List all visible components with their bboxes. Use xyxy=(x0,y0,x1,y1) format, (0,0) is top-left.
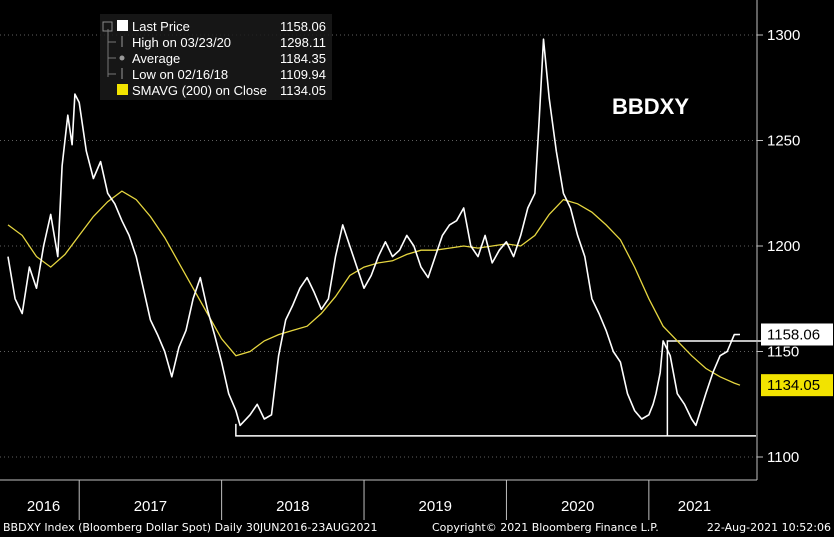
filled-square-icon xyxy=(117,20,128,31)
legend-value-2: 1184.35 xyxy=(280,51,326,66)
y-axis-ticks: 1100 1150 1200 1250 1300 xyxy=(757,27,800,466)
legend-value-1: 1298.11 xyxy=(280,35,326,50)
sma-badge: 1134.05 xyxy=(761,374,833,397)
average-marker-icon xyxy=(119,55,125,61)
y-tick-label-1150: 1150 xyxy=(767,344,799,361)
legend-item-3: Low on 02/16/18 1109.94 xyxy=(107,61,326,82)
x-tick-label-2021: 2021 xyxy=(678,498,711,515)
last-price-badge: 1158.06 xyxy=(761,323,833,346)
legend-label-2: Average xyxy=(132,51,180,66)
x-tick-label-2016: 2016 xyxy=(27,498,60,515)
y-tick-label-1100: 1100 xyxy=(767,449,799,466)
legend-item-2: Average 1184.35 xyxy=(107,45,326,66)
legend-label-3: Low on 02/16/18 xyxy=(132,67,228,82)
legend-label-0: Last Price xyxy=(132,19,190,34)
legend-label-4: SMAVG (200) on Close xyxy=(132,83,267,98)
legend: Last Price 1158.06 High on 03/23/20 1298.11… xyxy=(100,14,332,100)
legend-label-1: High on 03/23/20 xyxy=(132,35,231,50)
legend-item-4: SMAVG (200) on Close 1134.05 xyxy=(117,83,326,98)
footer-center: Copyright© 2021 Bloomberg Finance L.P. xyxy=(432,521,659,534)
last-price-badge-label: 1158.06 xyxy=(767,326,820,343)
legend-background xyxy=(100,14,332,100)
x-axis-labels: 2016 2017 2018 2019 2020 2021 xyxy=(27,498,711,515)
price-line xyxy=(7,38,741,427)
sma-badge-box xyxy=(761,374,833,397)
legend-value-3: 1109.94 xyxy=(280,67,326,82)
x-tick-label-2017: 2017 xyxy=(134,498,167,515)
legend-item-1: High on 03/23/20 1298.11 xyxy=(107,29,326,50)
price-series xyxy=(7,38,741,427)
x-tick-label-2020: 2020 xyxy=(561,498,594,515)
legend-item-0: Last Price 1158.06 xyxy=(102,19,326,34)
sma-line xyxy=(7,190,741,386)
legend-value-0: 1158.06 xyxy=(280,19,326,34)
recent-range-line xyxy=(666,340,763,436)
annotation-boxes xyxy=(235,340,763,437)
value-badges: 1158.06 1134.05 xyxy=(761,323,833,397)
year-separators xyxy=(78,480,650,520)
y-tick-label-1250: 1250 xyxy=(767,133,800,150)
footer-right: 22-Aug-2021 10:52:06 xyxy=(707,521,831,534)
x-tick-label-2019: 2019 xyxy=(419,498,452,515)
footer: BBDXY Index (Bloomberg Dollar Spot) Dail… xyxy=(3,521,831,534)
yellow-square-icon xyxy=(117,84,128,95)
legend-value-4: 1134.05 xyxy=(280,83,326,98)
x-tick-label-2018: 2018 xyxy=(276,498,309,515)
sma-badge-label: 1134.05 xyxy=(767,377,820,394)
last-price-badge-box xyxy=(761,323,833,346)
y-tick-label-1200: 1200 xyxy=(767,238,800,255)
chart-title: BBDXY xyxy=(612,94,689,119)
sma-series xyxy=(7,190,741,386)
footer-left: BBDXY Index (Bloomberg Dollar Spot) Dail… xyxy=(3,521,378,534)
y-tick-label-1300: 1300 xyxy=(767,27,800,44)
low-support-line xyxy=(235,423,756,437)
